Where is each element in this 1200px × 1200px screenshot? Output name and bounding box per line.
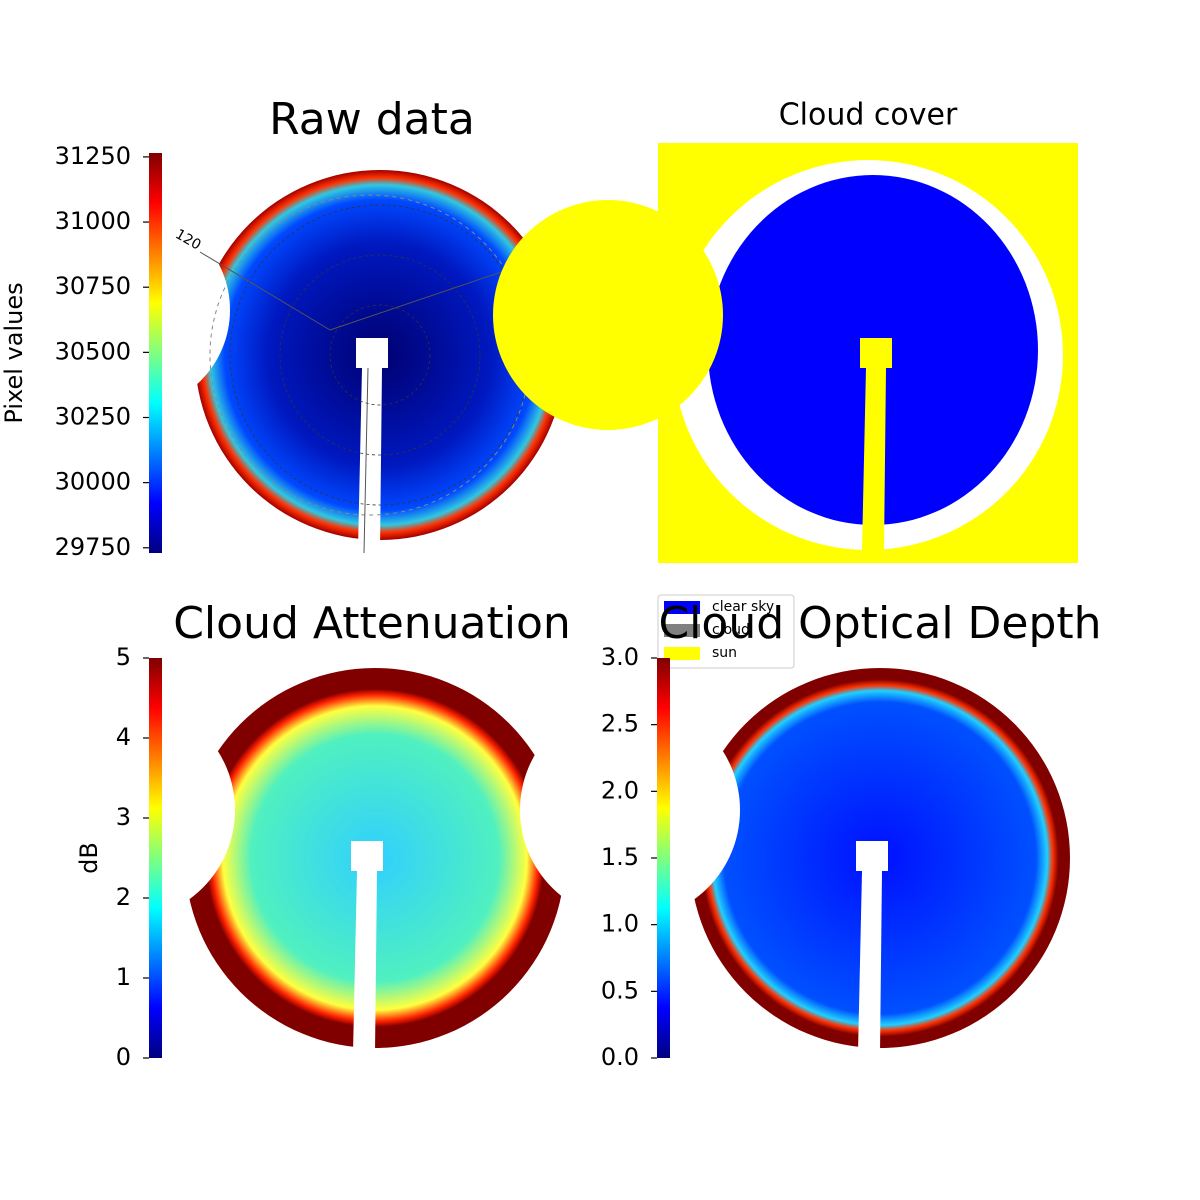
- colorbar-tick-label: 4: [116, 723, 131, 751]
- legend-swatch: [664, 601, 700, 614]
- mast-head: [351, 841, 383, 871]
- occlusion: [30, 210, 230, 410]
- panel-title: Raw data: [269, 94, 475, 145]
- colorbar: [149, 153, 162, 553]
- mast-head: [860, 338, 892, 368]
- colorbar-tick-label: 30000: [55, 468, 131, 496]
- colorbar: [657, 658, 670, 1058]
- occlusion: [15, 700, 235, 920]
- panel: Cloud Attenuation 0 1 2 3 4 5 dB: [15, 598, 571, 1071]
- colorbar-tick-label: 29750: [55, 533, 131, 561]
- colorbar-label: Pixel values: [0, 282, 28, 423]
- mast: [358, 368, 382, 550]
- colorbar-tick-label: 1: [116, 963, 131, 991]
- legend-label: cloud: [712, 622, 750, 638]
- colorbar-tick-label: 2: [116, 883, 131, 911]
- colorbar-label: dB: [75, 842, 103, 874]
- panel-title: Cloud cover: [779, 98, 958, 133]
- mast: [353, 871, 377, 1053]
- colorbar-tick-label: 0.5: [601, 976, 639, 1004]
- colorbar-tick-label: 30750: [55, 272, 131, 300]
- legend-swatch: [664, 647, 700, 660]
- mast: [858, 871, 882, 1053]
- mast-head: [856, 841, 888, 871]
- colorbar-tick-label: 3.0: [601, 643, 639, 671]
- colorbar-tick-label: 31250: [55, 142, 131, 170]
- colorbar-tick-label: 1.0: [601, 910, 639, 938]
- panel: Raw data12024029750300003025030500307503…: [0, 94, 573, 561]
- panel-title: Cloud Attenuation: [173, 598, 571, 649]
- colorbar-tick-label: 0: [116, 1043, 131, 1071]
- colorbar-tick-label: 31000: [55, 207, 131, 235]
- colorbar-tick-label: 2.0: [601, 776, 639, 804]
- legend-swatch: [664, 624, 700, 637]
- colorbar-tick-label: 30250: [55, 402, 131, 430]
- occlusion: [520, 700, 740, 920]
- colorbar: [149, 658, 162, 1058]
- colorbar-tick-label: 30500: [55, 337, 131, 365]
- colorbar-tick-label: 0.0: [601, 1043, 639, 1071]
- legend-label: sun: [712, 645, 737, 661]
- panel: Cloud Optical Depth 0.0 0.5 1.0 1.5 2.0 2.5 3.0: [520, 598, 1102, 1071]
- legend-label: clear sky: [712, 599, 774, 615]
- mast: [862, 368, 886, 550]
- polar-grid: [329, 304, 431, 406]
- polar-axis: [363, 367, 369, 554]
- legend: clear sky cloud sun: [657, 594, 795, 669]
- panel: Cloud cover: [493, 98, 1078, 563]
- colorbar-tick-label: 5: [116, 643, 131, 671]
- polar-grid: [279, 254, 481, 456]
- colorbar-tick-label: 1.5: [601, 843, 639, 871]
- colorbar-tick-label: 3: [116, 803, 131, 831]
- panel-title: Cloud Optical Depth: [658, 598, 1101, 649]
- sun-region: [493, 200, 723, 430]
- polar-axis: [199, 251, 331, 331]
- mast-head: [356, 338, 388, 368]
- colorbar-tick-label: 2.5: [601, 710, 639, 738]
